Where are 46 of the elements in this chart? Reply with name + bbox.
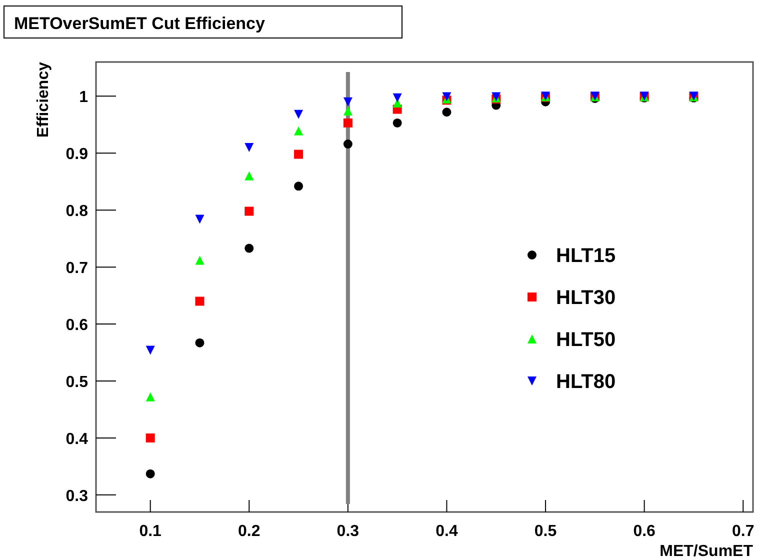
point <box>294 110 304 119</box>
point <box>294 150 304 159</box>
x-tick-label: 0.6 <box>633 523 656 540</box>
y-tick-label: 0.5 <box>66 374 88 391</box>
x-tick-label: 0.1 <box>139 523 162 540</box>
legend-label: HLT50 <box>556 329 616 351</box>
point <box>392 118 402 128</box>
y-tick-label: 1 <box>79 89 88 106</box>
x-tick-label: 0.5 <box>534 523 557 540</box>
y-axis-title: Efficiency <box>35 62 52 138</box>
y-tick-label: 0.8 <box>66 203 88 220</box>
y-tick-label: 0.7 <box>66 260 88 278</box>
y-tick-label: 0.9 <box>66 146 88 164</box>
y-tick-label: 0.3 <box>66 488 88 505</box>
point <box>343 97 352 106</box>
point <box>146 469 155 478</box>
point <box>195 256 204 265</box>
x-tick-label: 0.4 <box>436 523 458 540</box>
point <box>244 206 254 216</box>
point <box>343 106 352 116</box>
x-tick-label: 0.7 <box>732 523 754 540</box>
x-tick-label: 0.2 <box>238 523 260 540</box>
point <box>146 433 155 442</box>
legend-label: HLT80 <box>556 371 616 393</box>
point <box>392 93 402 102</box>
x-tick-label: 0.3 <box>336 523 360 540</box>
legend-label: HLT15 <box>556 245 616 267</box>
point <box>146 392 155 402</box>
point <box>195 296 204 306</box>
point <box>343 140 352 149</box>
point <box>294 182 304 191</box>
point <box>244 244 254 253</box>
point <box>244 171 254 180</box>
point <box>294 126 304 136</box>
point <box>195 214 204 224</box>
point <box>343 118 352 128</box>
y-tick-label: 0.6 <box>66 317 88 334</box>
chart-title: METOverSumET Cut Efficiency <box>14 14 266 33</box>
legend-label: HLT30 <box>556 287 616 309</box>
point <box>146 346 155 355</box>
point <box>442 108 452 117</box>
point <box>195 338 204 348</box>
point <box>442 92 452 102</box>
y-tick-label: 0.4 <box>66 430 88 448</box>
point <box>244 142 254 152</box>
x-axis-title: MET/SumET <box>660 543 754 560</box>
